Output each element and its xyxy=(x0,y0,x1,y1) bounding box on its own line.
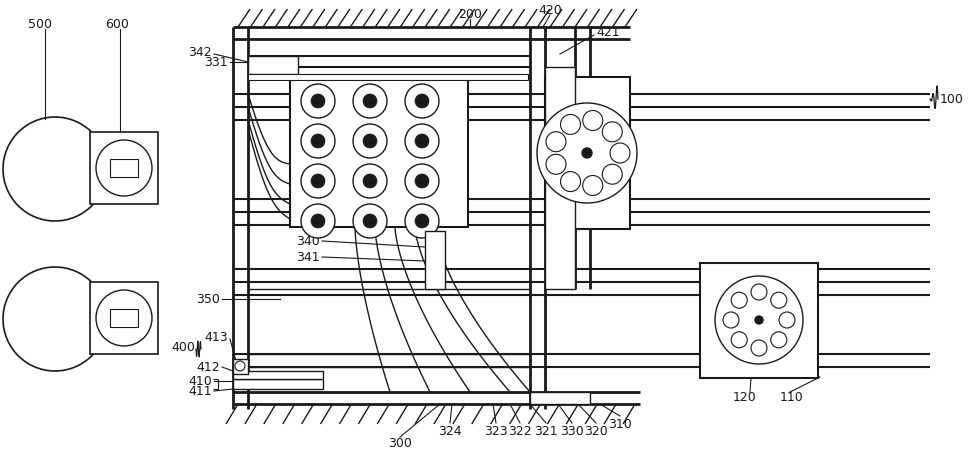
Circle shape xyxy=(731,293,746,308)
Circle shape xyxy=(405,125,439,159)
Circle shape xyxy=(582,176,602,196)
Text: 410: 410 xyxy=(188,374,212,388)
Text: 200: 200 xyxy=(457,7,482,20)
Circle shape xyxy=(311,95,325,109)
Text: 340: 340 xyxy=(296,235,320,248)
Circle shape xyxy=(96,141,152,197)
Text: 323: 323 xyxy=(484,425,508,438)
Circle shape xyxy=(405,165,439,198)
Bar xyxy=(529,392,589,404)
Circle shape xyxy=(311,175,325,188)
Circle shape xyxy=(602,122,622,142)
Circle shape xyxy=(362,95,377,109)
Bar xyxy=(248,75,527,81)
Circle shape xyxy=(537,104,637,203)
Bar xyxy=(109,309,138,327)
Circle shape xyxy=(560,172,579,192)
Bar xyxy=(233,371,323,379)
Circle shape xyxy=(582,111,602,131)
Circle shape xyxy=(560,115,579,135)
Circle shape xyxy=(405,205,439,238)
Circle shape xyxy=(415,95,428,109)
Text: 413: 413 xyxy=(204,331,228,344)
Circle shape xyxy=(311,135,325,149)
Text: 324: 324 xyxy=(438,425,461,438)
Circle shape xyxy=(415,135,428,149)
Circle shape xyxy=(362,214,377,228)
Circle shape xyxy=(362,135,377,149)
Text: 421: 421 xyxy=(595,26,619,40)
Text: 310: 310 xyxy=(608,418,631,430)
Circle shape xyxy=(731,332,746,348)
Circle shape xyxy=(311,214,325,228)
Text: 411: 411 xyxy=(188,384,212,398)
Circle shape xyxy=(300,125,334,159)
Circle shape xyxy=(353,85,387,119)
Circle shape xyxy=(405,85,439,119)
Circle shape xyxy=(714,276,802,364)
Bar xyxy=(233,359,248,374)
Circle shape xyxy=(362,175,377,188)
Bar xyxy=(109,160,138,177)
Circle shape xyxy=(602,165,622,185)
Circle shape xyxy=(750,340,766,356)
Text: 341: 341 xyxy=(297,251,320,264)
Bar xyxy=(545,78,629,229)
Circle shape xyxy=(546,132,565,152)
Text: 350: 350 xyxy=(196,293,220,306)
Circle shape xyxy=(770,293,786,308)
Text: 321: 321 xyxy=(534,425,557,438)
Bar xyxy=(90,133,158,205)
Bar xyxy=(248,57,297,75)
Circle shape xyxy=(353,205,387,238)
Circle shape xyxy=(546,155,565,175)
Circle shape xyxy=(96,290,152,346)
Circle shape xyxy=(722,312,738,328)
Text: 400: 400 xyxy=(171,341,195,354)
Text: 300: 300 xyxy=(388,436,412,450)
Circle shape xyxy=(234,361,245,371)
Text: 331: 331 xyxy=(204,56,228,69)
Circle shape xyxy=(300,165,334,198)
Circle shape xyxy=(610,144,629,164)
Text: 330: 330 xyxy=(559,425,583,438)
Circle shape xyxy=(581,149,591,159)
Circle shape xyxy=(415,214,428,228)
Text: 320: 320 xyxy=(583,425,608,438)
Circle shape xyxy=(3,268,107,371)
Bar xyxy=(90,283,158,354)
Text: 110: 110 xyxy=(779,391,803,404)
Text: 322: 322 xyxy=(508,425,531,438)
Bar xyxy=(290,78,467,228)
Bar xyxy=(545,68,575,289)
Text: 120: 120 xyxy=(733,391,756,404)
Circle shape xyxy=(415,175,428,188)
Circle shape xyxy=(754,316,763,324)
Bar xyxy=(233,379,323,389)
Circle shape xyxy=(353,125,387,159)
Text: 500: 500 xyxy=(28,17,52,30)
Circle shape xyxy=(353,165,387,198)
Text: 420: 420 xyxy=(538,4,561,16)
Text: 412: 412 xyxy=(196,361,220,374)
Text: 100: 100 xyxy=(939,93,963,106)
Circle shape xyxy=(750,284,766,300)
Bar xyxy=(700,263,817,378)
Text: 600: 600 xyxy=(105,17,129,30)
Text: 342: 342 xyxy=(188,46,212,58)
Circle shape xyxy=(300,85,334,119)
Bar xyxy=(424,232,445,289)
Circle shape xyxy=(770,332,786,348)
Circle shape xyxy=(3,118,107,222)
Circle shape xyxy=(778,312,795,328)
Circle shape xyxy=(300,205,334,238)
